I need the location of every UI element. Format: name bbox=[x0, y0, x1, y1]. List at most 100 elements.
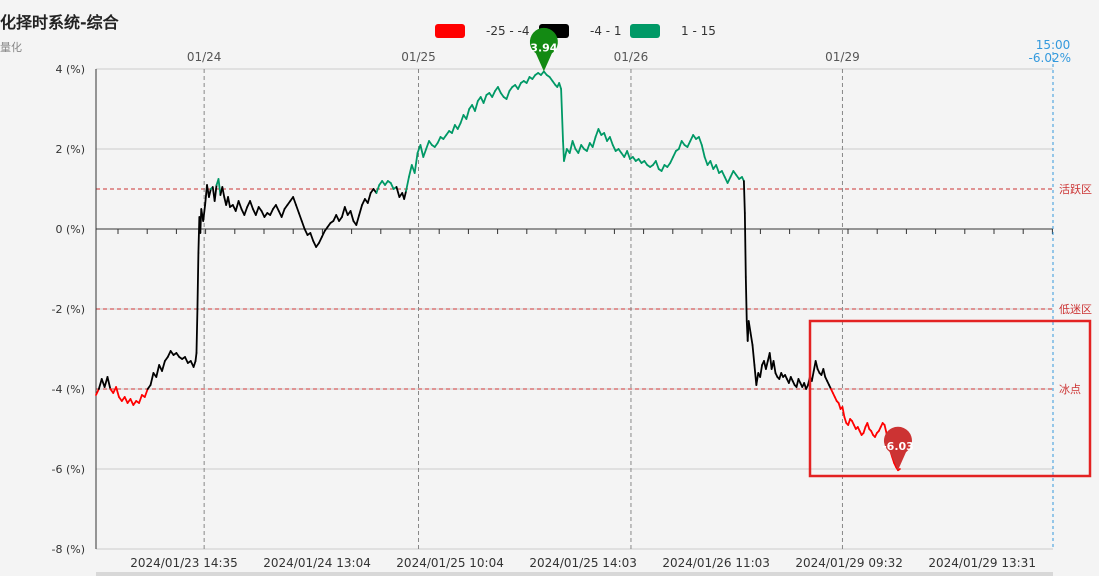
series-segment bbox=[318, 236, 323, 244]
bottom-scrollbar[interactable] bbox=[96, 572, 1053, 576]
series-segment bbox=[597, 128, 603, 136]
series-segment bbox=[743, 212, 747, 278]
series-segment bbox=[562, 140, 565, 162]
series-segment bbox=[335, 214, 340, 222]
legend-label: 1 - 15 bbox=[681, 24, 716, 38]
series-segment bbox=[609, 136, 614, 146]
threshold-label: 冰点 bbox=[1059, 383, 1081, 396]
series-segment bbox=[571, 140, 577, 150]
series-segment bbox=[194, 352, 198, 362]
series-segment bbox=[292, 196, 297, 206]
series-segment bbox=[95, 388, 100, 396]
series-segment bbox=[672, 150, 677, 158]
series-segment bbox=[213, 184, 218, 202]
series-segment bbox=[749, 332, 754, 346]
top-date-label: 01/25 bbox=[401, 50, 436, 64]
series-segment bbox=[320, 230, 326, 238]
series-segment bbox=[700, 144, 706, 158]
series-segment bbox=[260, 210, 266, 218]
y-axis-ticks: 4 (%) 2 (%) 0 (%) -2 (%) -4 (%) -6 (%) -8 (%) bbox=[52, 63, 86, 556]
series-segment bbox=[309, 232, 315, 242]
series-segment bbox=[97, 378, 103, 390]
series-segment bbox=[355, 214, 361, 226]
chart-title: 化择时系统-综合 bbox=[0, 13, 120, 32]
series-segment bbox=[768, 352, 773, 370]
series-segment bbox=[123, 396, 129, 404]
series-segment bbox=[611, 144, 617, 152]
series-segment bbox=[843, 416, 848, 424]
series-segment bbox=[686, 140, 692, 148]
bottom-time-label: 2024/01/23 14:35 bbox=[130, 556, 238, 570]
series-segment bbox=[143, 388, 149, 398]
series-segment bbox=[720, 170, 726, 178]
series-segment bbox=[295, 204, 300, 214]
series-segment bbox=[497, 86, 502, 94]
series-segment bbox=[237, 200, 243, 210]
series-segment bbox=[195, 308, 199, 354]
zero-axis-ticks bbox=[117, 229, 1053, 234]
series-line[interactable] bbox=[95, 70, 901, 472]
threshold-label: 低迷区 bbox=[1059, 303, 1092, 316]
series-segment bbox=[436, 136, 442, 144]
series-segment bbox=[847, 418, 852, 426]
series-segment bbox=[395, 186, 401, 198]
legend[interactable]: -25 - -4 -4 - 1 1 - 15 bbox=[435, 24, 716, 38]
series-segment bbox=[525, 76, 531, 84]
series-segment bbox=[227, 196, 231, 208]
top-date-label: 01/29 bbox=[825, 50, 860, 64]
series-segment bbox=[654, 160, 660, 170]
series-segment bbox=[729, 170, 735, 178]
y-tick-label: 2 (%) bbox=[55, 143, 85, 156]
series-segment bbox=[196, 252, 200, 310]
series-segment bbox=[759, 364, 763, 378]
now-value-label: -6.02% bbox=[1029, 51, 1071, 65]
top-date-label: 01/24 bbox=[187, 50, 222, 64]
series-segment bbox=[689, 134, 695, 142]
series-segment bbox=[312, 240, 318, 248]
series-segment bbox=[814, 360, 819, 370]
series-segment bbox=[280, 208, 286, 218]
now-time-label: 15:00 bbox=[1036, 38, 1071, 52]
bottom-time-label: 2024/01/25 14:03 bbox=[529, 556, 637, 570]
series-segment bbox=[405, 176, 410, 192]
bottom-time-label: 2024/01/29 09:32 bbox=[795, 556, 903, 570]
series-segment bbox=[275, 204, 280, 212]
y-tick-label: -8 (%) bbox=[52, 543, 86, 556]
series-segment bbox=[375, 184, 381, 194]
series-segment bbox=[149, 372, 155, 386]
series-segment bbox=[217, 178, 222, 196]
extreme-marker-label: 3.94 bbox=[530, 41, 557, 54]
series-segment bbox=[810, 370, 815, 382]
series-segment bbox=[341, 206, 346, 218]
series-segment bbox=[891, 456, 896, 464]
series-segment bbox=[297, 212, 303, 222]
series-segment bbox=[709, 160, 715, 170]
legend-label: -25 - -4 bbox=[486, 24, 530, 38]
series-segment bbox=[841, 406, 846, 418]
y-tick-label: -4 (%) bbox=[52, 383, 86, 396]
series-segment bbox=[425, 140, 430, 150]
series-segment bbox=[765, 360, 769, 370]
extreme-marker-pin bbox=[529, 27, 558, 72]
series-segment bbox=[744, 276, 748, 322]
series-segment bbox=[474, 100, 479, 112]
series-segment bbox=[254, 206, 260, 216]
top-date-labels: 01/24 01/25 01/26 01/29 bbox=[187, 50, 860, 64]
series-segment bbox=[563, 148, 568, 162]
series-segment bbox=[413, 152, 419, 174]
series-segment bbox=[772, 360, 777, 374]
top-date-label: 01/26 bbox=[614, 50, 649, 64]
bottom-time-label: 2024/01/29 13:31 bbox=[928, 556, 1036, 570]
series-segment bbox=[591, 136, 597, 148]
series-segment bbox=[358, 204, 363, 216]
series-segment bbox=[482, 94, 488, 104]
current-time-line: 15:00-6.02% bbox=[1029, 38, 1071, 549]
series-segment bbox=[161, 360, 166, 372]
legend-swatch bbox=[630, 24, 660, 38]
extreme-markers: 3.94 -6.03 bbox=[529, 27, 914, 471]
bottom-time-label: 2024/01/24 13:04 bbox=[263, 556, 371, 570]
bottom-time-label: 2024/01/25 10:04 bbox=[396, 556, 504, 570]
legend-swatch bbox=[435, 24, 465, 38]
